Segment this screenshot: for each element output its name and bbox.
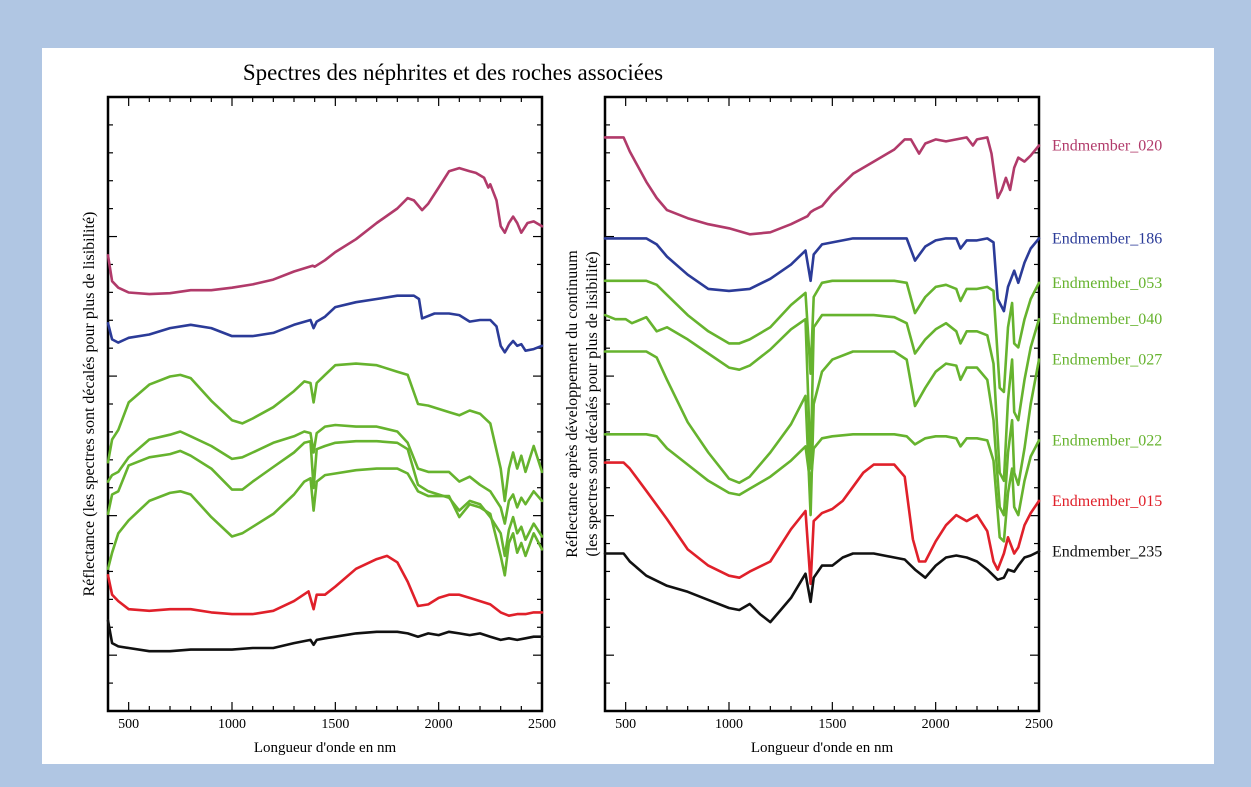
right-x-axis-label: Longueur d'onde en nm [751, 740, 894, 756]
left-x-tick-label: 500 [118, 717, 139, 732]
legend-endmember-022: Endmember_022 [1052, 432, 1162, 449]
right-series-endmember-027 [603, 350, 1041, 517]
right-series-group [603, 136, 1041, 624]
left-y-axis-label: Réflectance (les spectres sont décalés p… [81, 212, 98, 597]
legend-endmember-020: Endmember_020 [1052, 137, 1162, 154]
left-series-endmember-027 [106, 439, 544, 558]
legend: Endmember_020 Endmember_186 Endmember_053 E… [1052, 137, 1162, 560]
right-series-endmember-053 [603, 279, 1041, 394]
right-tick-marks [604, 97, 1040, 711]
left-x-tick-label: 2500 [528, 717, 556, 732]
legend-endmember-235: Endmember_235 [1052, 543, 1162, 560]
right-series-endmember-235 [603, 550, 1041, 624]
right-series-endmember-020 [603, 136, 1041, 236]
left-x-axis-label: Longueur d'onde en nm [254, 740, 397, 756]
left-series-group [106, 166, 544, 653]
right-tick-labels: 500 1000 1500 2000 2500 [615, 717, 1053, 732]
left-series-endmember-020 [106, 166, 544, 296]
right-x-tick-label: 2000 [922, 717, 950, 732]
left-tick-marks [107, 97, 543, 711]
right-x-tick-label: 1500 [818, 717, 846, 732]
right-series-endmember-022 [603, 433, 1041, 543]
left-series-endmember-235 [106, 619, 544, 653]
right-series-endmember-040 [603, 313, 1041, 483]
left-series-endmember-015 [106, 554, 544, 617]
right-x-tick-label: 500 [615, 717, 636, 732]
right-series-endmember-186 [603, 237, 1041, 313]
right-x-tick-label: 2500 [1025, 717, 1053, 732]
left-series-endmember-022 [106, 467, 544, 577]
left-tick-labels: 500 1000 1500 2000 2500 [118, 717, 556, 732]
legend-endmember-186: Endmember_186 [1052, 230, 1162, 247]
legend-endmember-027: Endmember_027 [1052, 352, 1162, 369]
right-x-tick-label: 1000 [715, 717, 743, 732]
left-x-tick-label: 1000 [218, 717, 246, 732]
left-series-endmember-186 [106, 294, 544, 354]
right-series-endmember-015 [603, 461, 1041, 586]
left-x-tick-label: 1500 [321, 717, 349, 732]
left-series-endmember-053 [106, 362, 544, 503]
left-series-endmember-040 [106, 423, 544, 525]
legend-endmember-015: Endmember_015 [1052, 493, 1162, 510]
right-plot: 500 1000 1500 2000 2500 Longueur d'onde en n… [564, 95, 1053, 756]
legend-endmember-040: Endmember_040 [1052, 311, 1162, 328]
right-y-axis-label-line2: (les spectres sont décalés pour plus de … [584, 251, 601, 556]
figure-panel: Spectres des néphrites et des roches ass… [42, 48, 1214, 764]
left-plot: 500 1000 1500 2000 2500 Longueur d'onde en n… [81, 95, 556, 756]
left-x-tick-label: 2000 [425, 717, 453, 732]
chart-title: Spectres des néphrites et des roches ass… [243, 60, 663, 85]
right-y-axis-label-line1: Réflectance après développement du conti… [564, 250, 581, 558]
right-plot-frame [603, 95, 1041, 713]
figure-svg: Spectres des néphrites et des roches ass… [81, 60, 1162, 756]
legend-endmember-053: Endmember_053 [1052, 275, 1162, 292]
left-plot-frame [106, 95, 544, 713]
